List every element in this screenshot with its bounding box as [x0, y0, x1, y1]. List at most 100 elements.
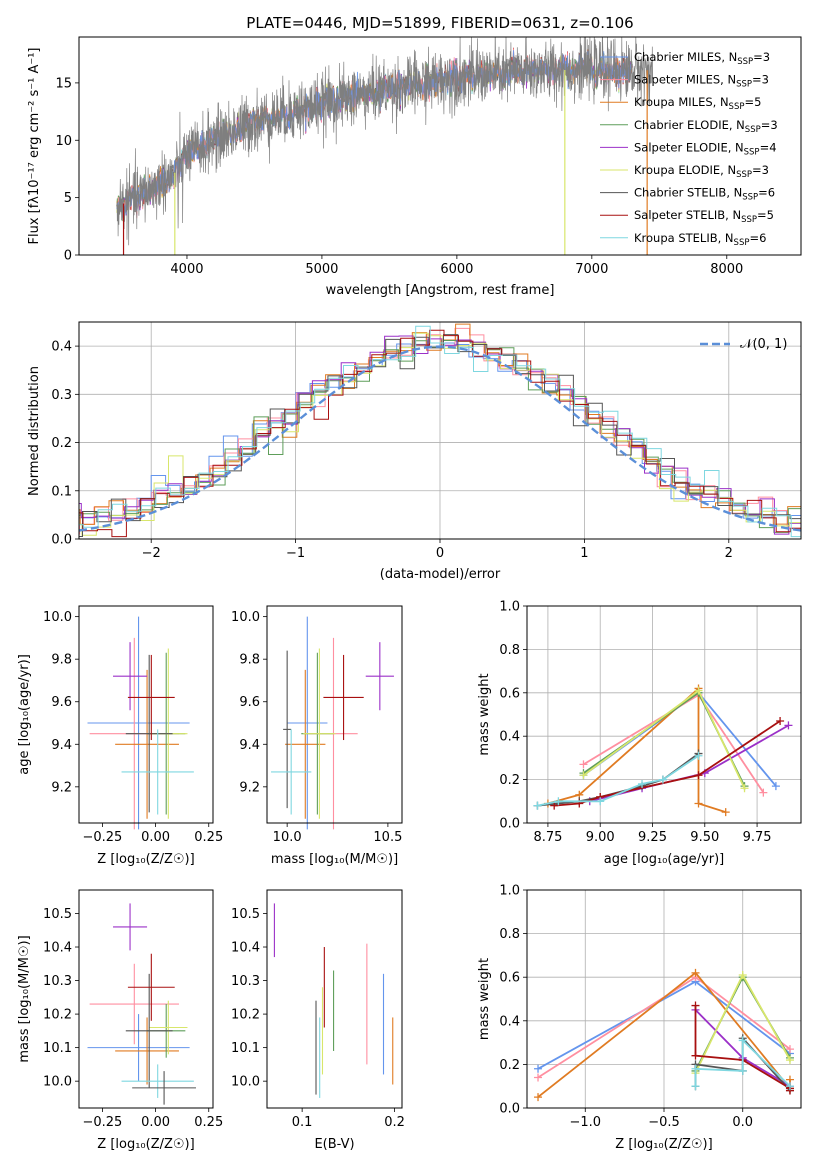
spectrum-axes — [75, 82, 728, 259]
legend-sub: SSP — [742, 193, 758, 203]
y-tick-label: 0.0 — [499, 817, 520, 832]
weight-marker-kroupa_stelib — [658, 775, 667, 784]
legend-sub: SSP — [745, 125, 761, 135]
plot-layer — [75, 36, 802, 1112]
residual-histograms — [79, 323, 801, 538]
y-tick-label: 10.5 — [231, 907, 260, 922]
weight-line-salpeter_elodie — [589, 724, 789, 803]
legend-entry: Kroupa ELODIE, NSSP=3 — [634, 163, 769, 180]
weight-marker-chabrier_miles — [534, 1064, 543, 1073]
legend-sub: SSP — [741, 215, 757, 225]
observed-spectrum — [116, 37, 653, 246]
x-axis-label: Z [log₁₀(Z/Z☉)] — [615, 1137, 712, 1152]
normal-curve — [79, 345, 801, 532]
age_vs_Z-frame — [78, 605, 214, 824]
weight-marker-salpeter_miles — [534, 1073, 543, 1082]
x-tick-label: 0.1 — [292, 1115, 313, 1130]
x-tick-label: 0.25 — [194, 1115, 223, 1130]
y-tick-label: 10.0 — [43, 1075, 72, 1090]
x-tick-label: 0.2 — [384, 1115, 405, 1130]
x-tick-label: 0.0 — [732, 1115, 753, 1130]
legend-entry: Salpeter MILES, NSSP=3 — [634, 73, 769, 90]
residuals-axes — [75, 322, 801, 543]
weight-marker-kroupa_stelib — [554, 797, 563, 806]
weight-marker-kroupa_stelib — [738, 1066, 747, 1075]
y-tick-label: 9.2 — [239, 780, 260, 795]
y-tick-label: 0.8 — [499, 927, 520, 942]
x-tick-label: −0.25 — [82, 1115, 122, 1130]
mass_vs_Z-frame — [78, 889, 214, 1109]
x-tick-label: 8000 — [710, 262, 743, 277]
y-tick-label: 0.2 — [51, 436, 72, 451]
y-tick-label: 0.0 — [499, 1102, 520, 1117]
x-axis-label: age [log₁₀(age/yr)] — [604, 852, 725, 867]
y-tick-label: 0.3 — [51, 388, 72, 403]
legend-label: Kroupa STELIB, N — [634, 231, 734, 245]
weight-marker-salpeter_stelib — [694, 771, 703, 780]
weight-marker-kroupa_miles — [691, 968, 700, 977]
x-axis-label: mass [log₁₀(M/M☉)] — [271, 852, 398, 867]
x-tick-label: 5000 — [305, 262, 338, 277]
legend-label: Kroupa ELODIE, N — [634, 163, 736, 177]
y-tick-label: 10.5 — [43, 907, 72, 922]
y-tick-label: 10 — [55, 134, 72, 149]
histogram-kroupa_stelib — [79, 325, 801, 538]
y-tick-label: 1.0 — [499, 600, 520, 615]
y-tick-label: 9.4 — [51, 738, 72, 753]
legend-value: =5 — [757, 208, 774, 222]
mass_vs_ebv-frame — [266, 889, 403, 1109]
y-tick-label: 1.0 — [499, 884, 520, 899]
weight-marker-kroupa_elodie — [738, 971, 747, 980]
y-axis-label: mass weight — [477, 673, 492, 755]
weight-marker-salpeter_elodie — [784, 721, 793, 730]
legend-sub: SSP — [729, 102, 745, 112]
weight-marker-kroupa_elodie — [785, 1056, 794, 1065]
legend-label: Chabrier MILES, N — [634, 50, 737, 64]
weight_vs_Z-frame — [526, 889, 802, 1109]
y-axis-label: Flux [fλ10⁻¹⁷ erg cm⁻² s⁻¹ A⁻¹] — [27, 48, 42, 245]
y-tick-label: 10.1 — [231, 1041, 260, 1056]
weight-marker-chabrier_miles — [771, 782, 780, 791]
x-tick-label: −2 — [142, 546, 161, 561]
y-tick-label: 0.2 — [499, 773, 520, 788]
x-axis-label: E(B-V) — [314, 1137, 354, 1152]
y-tick-label: 10.4 — [43, 941, 72, 956]
legend-label: Salpeter MILES, N — [634, 73, 736, 87]
residuals-frame — [78, 321, 802, 540]
y-tick-label: 0.6 — [499, 686, 520, 701]
weight-marker-salpeter_stelib — [776, 717, 785, 726]
x-tick-label: 9.00 — [586, 830, 615, 845]
y-tick-label: 0.0 — [51, 533, 72, 548]
histogram-salpeter_stelib — [79, 329, 801, 538]
weight-marker-kroupa_stelib — [638, 779, 647, 788]
y-axis-label: mass weight — [477, 958, 492, 1040]
histogram-chabrier_stelib — [79, 334, 801, 537]
legend-entry: Kroupa MILES, NSSP=5 — [634, 95, 761, 112]
y-tick-label: 0.1 — [51, 484, 72, 499]
y-tick-label: 0 — [64, 249, 72, 264]
x-tick-label: −1 — [286, 546, 305, 561]
age_vs_Z-points — [87, 616, 194, 830]
mass_vs_Z-axes — [75, 913, 210, 1112]
weight-line-chabrier_elodie — [582, 691, 746, 787]
y-tick-label: 15 — [55, 76, 72, 91]
x-tick-label: 0.00 — [141, 1115, 170, 1130]
weight_vs_Z-lines — [534, 968, 794, 1102]
legend-value: =3 — [752, 163, 769, 177]
weight-marker-salpeter_miles — [759, 788, 768, 797]
y-tick-label: 10.3 — [231, 974, 260, 989]
x-tick-label: 10.5 — [373, 830, 402, 845]
legend-entry: Chabrier MILES, NSSP=3 — [634, 50, 770, 67]
legend-value: =5 — [744, 95, 761, 109]
y-tick-label: 9.4 — [239, 738, 260, 753]
legend-value: =6 — [749, 231, 766, 245]
legend-value: =3 — [761, 118, 778, 132]
mass_vs_Z-points — [87, 903, 196, 1105]
legend-sub: SSP — [744, 147, 760, 157]
weight-marker-kroupa_elodie — [740, 784, 749, 793]
weight-marker-kroupa_stelib — [691, 1064, 700, 1073]
weight-line-salpeter_stelib — [554, 720, 781, 807]
chart-title: PLATE=0446, MJD=51899, FIBERID=0631, z=0… — [246, 14, 633, 32]
